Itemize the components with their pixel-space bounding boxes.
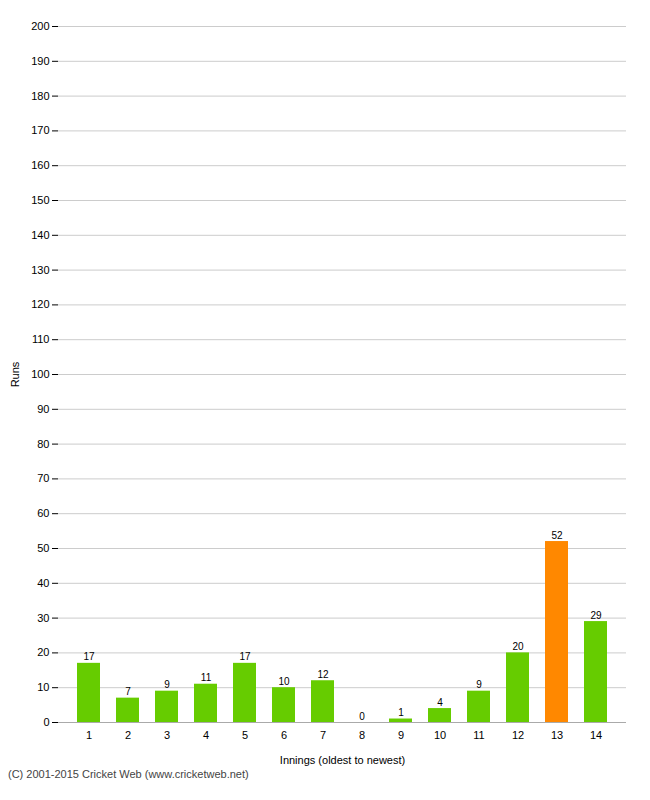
svg-text:13: 13: [551, 729, 563, 741]
svg-text:60: 60: [37, 507, 49, 519]
svg-text:17: 17: [83, 651, 95, 662]
svg-text:52: 52: [551, 530, 563, 541]
svg-text:130: 130: [31, 264, 49, 276]
svg-text:140: 140: [31, 229, 49, 241]
svg-text:20: 20: [512, 641, 524, 652]
svg-text:180: 180: [31, 90, 49, 102]
svg-text:9: 9: [398, 729, 404, 741]
svg-text:30: 30: [37, 612, 49, 624]
svg-text:8: 8: [359, 729, 365, 741]
svg-text:120: 120: [31, 298, 49, 310]
svg-text:4: 4: [203, 729, 209, 741]
html-text:(C) 2001-2015 Cricket Web (www: (C) 2001-2015 Cricket Web (www.cricketwe…: [8, 768, 249, 780]
svg-text:12: 12: [512, 729, 524, 741]
svg-text:20: 20: [37, 646, 49, 658]
svg-text:9: 9: [164, 679, 170, 690]
svg-text:110: 110: [32, 333, 50, 345]
svg-text:40: 40: [37, 577, 49, 589]
svg-text:7: 7: [125, 686, 131, 697]
svg-text:5: 5: [242, 729, 248, 741]
svg-text:6: 6: [281, 729, 287, 741]
svg-text:2: 2: [125, 729, 131, 741]
svg-text:11: 11: [473, 729, 484, 741]
svg-text:150: 150: [31, 194, 49, 206]
svg-text:29: 29: [590, 610, 602, 621]
svg-text:14: 14: [590, 729, 602, 741]
svg-text:160: 160: [31, 159, 49, 171]
svg-text:11: 11: [201, 672, 212, 683]
svg-text:12: 12: [317, 669, 329, 680]
svg-text:50: 50: [37, 542, 49, 554]
svg-text:190: 190: [31, 55, 49, 67]
svg-text:90: 90: [37, 403, 49, 415]
svg-text:4: 4: [437, 697, 443, 708]
svg-text:100: 100: [31, 368, 49, 380]
svg-text:17: 17: [239, 651, 251, 662]
svg-text:0: 0: [359, 711, 365, 722]
svg-text:9: 9: [476, 679, 482, 690]
svg-text:70: 70: [37, 472, 49, 484]
svg-text:10: 10: [37, 681, 49, 693]
svg-text:10: 10: [434, 729, 446, 741]
svg-text:0: 0: [43, 716, 49, 728]
svg-text:7: 7: [320, 729, 326, 741]
svg-text:200: 200: [31, 20, 49, 32]
svg-text:10: 10: [278, 676, 290, 687]
svg-text:Innings (oldest to newest): Innings (oldest to newest): [280, 754, 405, 766]
svg-text:80: 80: [37, 438, 49, 450]
svg-text:170: 170: [31, 124, 49, 136]
svg-text:Runs: Runs: [9, 361, 21, 387]
svg-text:3: 3: [164, 729, 170, 741]
svg-text:1: 1: [86, 729, 92, 741]
svg-text:1: 1: [398, 707, 404, 718]
